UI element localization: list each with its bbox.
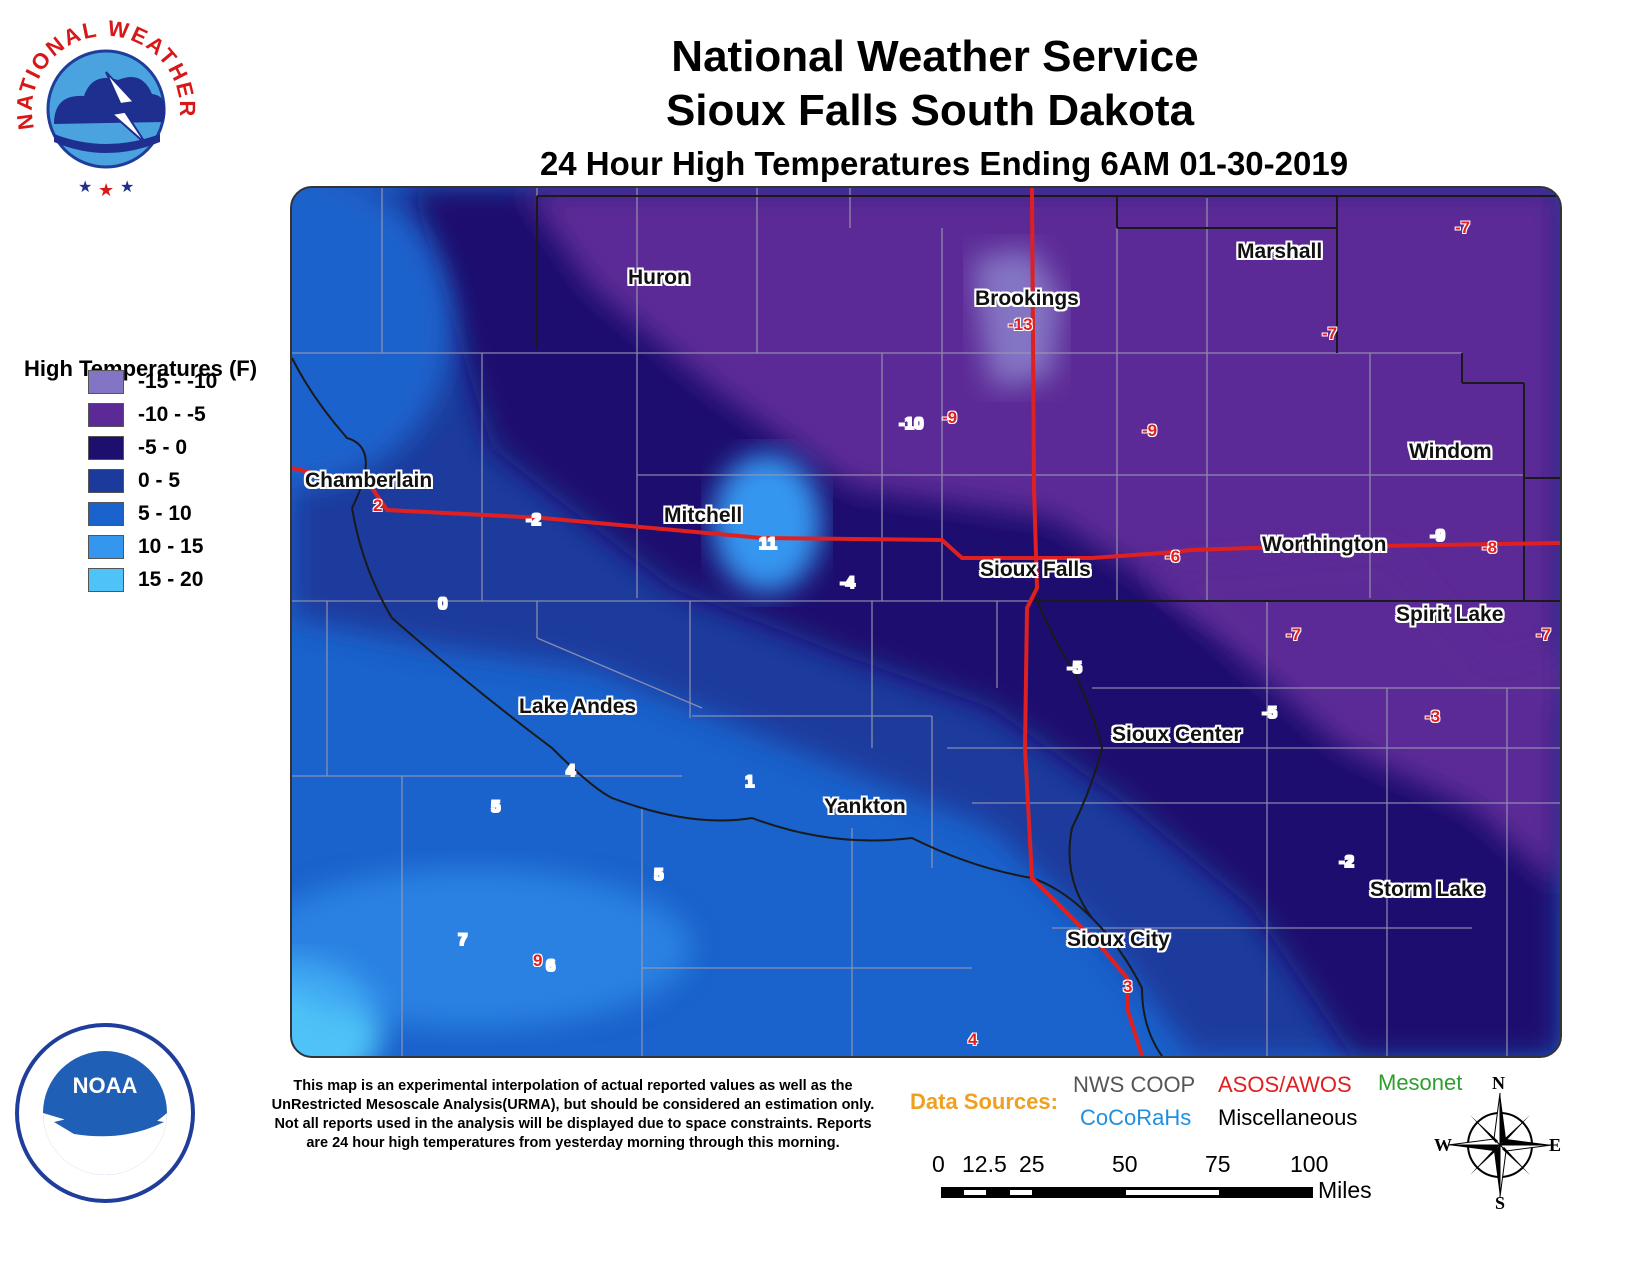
city-label: Sioux City [1067, 928, 1170, 951]
temperature-reading: -7 [1322, 324, 1338, 343]
noaa-logo: NOAA [14, 1022, 196, 1204]
compass-s: S [1495, 1193, 1506, 1213]
compass-rose-icon: N S E W [1430, 1073, 1565, 1213]
legend-swatch [88, 469, 124, 493]
source-nws-coop: NWS COOP [1073, 1072, 1196, 1097]
temperature-reading: -5 [1262, 703, 1278, 722]
legend-swatch [88, 403, 124, 427]
city-label: Spirit Lake [1396, 603, 1504, 626]
source-misc: Miscellaneous [1218, 1105, 1358, 1130]
legend-label: -15 - -10 [138, 370, 218, 393]
city-label: Lake Andes [519, 695, 637, 718]
legend-label: -5 - 0 [138, 436, 188, 459]
city-label: Yankton [824, 795, 906, 818]
temperature-reading: -9 [942, 408, 958, 427]
scale-tick-0: 0 [932, 1151, 945, 1177]
temperature-reading: 1 [745, 772, 755, 791]
scale-tick-50: 50 [1112, 1151, 1138, 1177]
svg-text:NOAA: NOAA [73, 1073, 138, 1098]
temperature-reading: 11 [759, 534, 777, 553]
temperature-reading: -8 [1482, 538, 1498, 557]
city-label: Marshall [1237, 240, 1323, 263]
temperature-reading: 6 [546, 956, 556, 975]
svg-text:★: ★ [120, 177, 134, 196]
temperature-map: Huron Brookings Marshall Chamberlain Mitchel… [290, 186, 1562, 1058]
legend-swatch [88, 502, 124, 526]
legend-title: High Temperatures (F) [24, 356, 258, 381]
nws-logo: NATIONAL WEATHER SERVICE ★ ★ ★ [5, 0, 199, 201]
temperature-reading: -7 [1455, 218, 1471, 237]
temperature-reading: 4 [968, 1030, 978, 1049]
svg-text:★: ★ [78, 177, 92, 196]
compass-e: E [1549, 1135, 1562, 1155]
temperature-reading: -7 [1286, 625, 1302, 644]
legend-swatch [88, 370, 124, 394]
temperature-reading: -9 [1430, 526, 1446, 545]
city-label: Storm Lake [1370, 878, 1485, 901]
temperature-reading: 5 [491, 797, 501, 816]
temperature-reading: 5 [654, 865, 664, 884]
legend-swatch [88, 436, 124, 460]
city-label: Chamberlain [305, 469, 433, 492]
legend-label: 10 - 15 [138, 535, 204, 558]
temperature-reading: -6 [1165, 547, 1181, 566]
temperature-reading: -2 [1339, 852, 1355, 871]
city-label: Mitchell [664, 504, 743, 527]
scale-tick-100: 100 [1290, 1151, 1329, 1177]
page-title: National Weather Service [671, 32, 1199, 81]
city-label: Worthington [1262, 533, 1387, 556]
legend-swatch [88, 535, 124, 559]
city-label: Windom [1409, 440, 1492, 463]
temperature-reading: -9 [1142, 421, 1158, 440]
temperature-reading: -4 [840, 573, 856, 592]
legend-label: 5 - 10 [138, 502, 192, 525]
temperature-reading: 2 [373, 496, 383, 515]
temperature-reading: -13 [1008, 315, 1033, 334]
legend-label: 15 - 20 [138, 568, 204, 591]
scale-unit: Miles [1318, 1177, 1372, 1203]
disclaimer-text: This map is an experimental interpolatio… [271, 1078, 875, 1151]
temperature-reading: 7 [458, 930, 468, 949]
data-sources-label: Data Sources: [910, 1089, 1058, 1114]
temperature-reading: -5 [1067, 658, 1083, 677]
source-mesonet: Mesonet [1378, 1070, 1463, 1095]
city-label: Huron [628, 266, 690, 289]
temperature-reading: 3 [1123, 977, 1133, 996]
map-title: 24 Hour High Temperatures Ending 6AM 01-… [539, 145, 1349, 182]
temperature-reading: -3 [1425, 707, 1441, 726]
temperature-reading: 4 [566, 761, 576, 780]
scale-tick-12-5: 12.5 [962, 1151, 1007, 1177]
scale-tick-25: 25 [1019, 1151, 1045, 1177]
legend-label: 0 - 5 [138, 469, 181, 492]
city-label: Sioux Center [1112, 723, 1242, 746]
scale-tick-75: 75 [1205, 1151, 1231, 1177]
temperature-reading: 0 [438, 594, 448, 613]
source-cocorahs: CoCoRaHs [1080, 1105, 1192, 1130]
source-asos-awos: ASOS/AWOS [1218, 1072, 1352, 1097]
city-label: Brookings [975, 287, 1079, 310]
temperature-reading: -2 [526, 510, 542, 529]
temperature-reading: -10 [899, 414, 924, 433]
city-label: Sioux Falls [980, 558, 1091, 581]
legend-label: -10 - -5 [138, 403, 206, 426]
page-subtitle: Sioux Falls South Dakota [665, 86, 1195, 135]
temperature-reading: -7 [1536, 625, 1552, 644]
compass-n: N [1492, 1073, 1505, 1093]
svg-text:★: ★ [98, 180, 114, 199]
legend-swatch [88, 568, 124, 592]
compass-w: W [1434, 1135, 1452, 1155]
temperature-reading: 9 [533, 951, 543, 970]
